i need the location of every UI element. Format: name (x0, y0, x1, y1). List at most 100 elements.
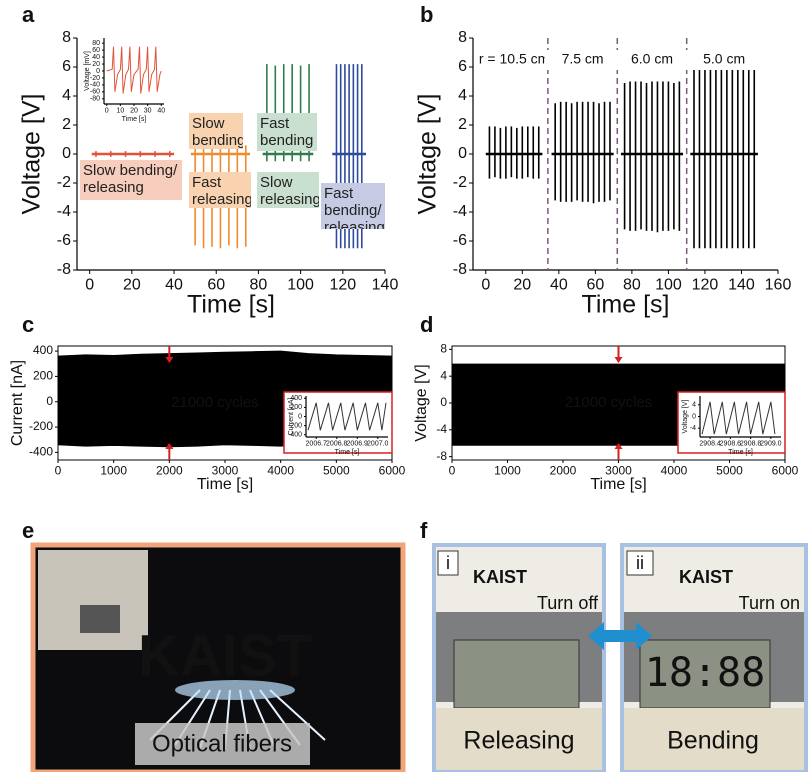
y-tick-label: -2 (57, 174, 71, 191)
switch-arrow (588, 622, 652, 650)
y-tick-label: -200 (288, 422, 302, 429)
y-axis-label: Voltage [V] (18, 94, 46, 215)
annotation: Fast bending (257, 113, 317, 151)
y-tick-label: -4 (453, 203, 467, 220)
annotation: Slow bending (189, 113, 243, 149)
index: ii (636, 553, 644, 573)
annotation: Slow releasing (257, 172, 319, 208)
annotation: Fast bending/ releasing (321, 183, 385, 229)
x-axis-label: Time [s] (122, 116, 147, 123)
y-tick-label: -2 (453, 174, 467, 191)
x-tick-label: 2006.7 (306, 441, 328, 448)
y-tick-label: -6 (57, 232, 71, 249)
y-axis-label: Voltage [mV] (84, 51, 91, 91)
state: Turn off (537, 593, 599, 613)
x-tick-label: 4000 (267, 464, 294, 478)
x-tick-label: 40 (550, 276, 568, 293)
panel-label: e (22, 518, 34, 543)
annotation-bg (476, 50, 553, 70)
y-tick-label: 60 (92, 47, 100, 54)
x-tick-label: 160 (765, 276, 792, 293)
annotation-bg (686, 50, 763, 70)
annotation: 21000 cycles (171, 394, 259, 411)
annotation: 6.0 cm (631, 51, 673, 67)
x-tick-label: 120 (329, 276, 356, 293)
x-tick-label: 2007.0 (367, 441, 389, 448)
y-tick-label: 400 (33, 343, 53, 357)
inset-panel (283, 391, 393, 454)
panel-label: c (22, 312, 34, 337)
x-tick-label: 140 (728, 276, 755, 293)
index-box (437, 550, 459, 576)
y-tick-label: 2 (458, 116, 467, 133)
x-tick-label: 30 (144, 108, 152, 115)
panel-label: b (420, 2, 433, 27)
x-tick-label: 0 (105, 108, 109, 115)
x-tick-label: 100 (655, 276, 682, 293)
y-tick-label: 8 (62, 29, 71, 46)
logo: KAIST (473, 567, 527, 587)
y-tick-label: -4 (690, 425, 696, 432)
y-tick-label: -80 (90, 96, 100, 103)
annotation-text: Fast bending/ releasing (321, 183, 385, 229)
y-tick-label: 6 (62, 58, 71, 75)
annotation-text: Fast bending (257, 113, 317, 151)
y-axis-label: Current [nA] (288, 398, 295, 436)
annotation: 5.0 cm (703, 51, 745, 67)
inset-line (701, 401, 776, 435)
action: Releasing (463, 727, 574, 755)
y-axis-label: Current [nA] (9, 360, 26, 446)
y-tick-label: -8 (57, 261, 71, 278)
state: Turn on (739, 593, 800, 613)
x-tick-label: 2909.0 (760, 441, 782, 448)
bench (624, 708, 804, 770)
y-tick-label: -60 (90, 89, 100, 96)
x-tick-label: 1000 (100, 464, 127, 478)
y-tick-label: 0 (96, 68, 100, 75)
y-axis-label: Voltage [V] (413, 364, 430, 441)
y-tick-label: -40 (90, 82, 100, 89)
x-axis-label: Time [s] (197, 476, 253, 493)
x-tick-label: 2006.8 (326, 441, 348, 448)
x-tick-label: 20 (123, 276, 141, 293)
annotation-text: Slow bending (189, 113, 243, 149)
annotation: Slow bending/ releasing (80, 160, 182, 200)
glow (175, 680, 295, 700)
x-tick-label: 40 (165, 276, 183, 293)
annotation: 21000 cycles (565, 394, 653, 411)
annotation-text: Fast releasing (189, 172, 251, 208)
x-tick-label: 2908.6 (720, 441, 742, 448)
x-tick-label: 2908.8 (740, 441, 762, 448)
y-tick-label: -4 (57, 203, 71, 220)
lcd-display: 18:88 (645, 650, 765, 696)
y-tick-label: 400 (290, 395, 302, 402)
marker-arrow-head (165, 443, 174, 449)
marker-arrow-head (614, 443, 623, 449)
y-tick-label: 6 (458, 58, 467, 75)
x-axis-label: Time [s] (582, 291, 670, 319)
x-tick-label: 6000 (772, 464, 799, 478)
x-axis-label: Time [s] (187, 291, 275, 319)
y-tick-label: 4 (440, 368, 447, 382)
lcd (453, 639, 580, 709)
bench (436, 708, 602, 770)
caption: Optical fibers (152, 730, 292, 757)
y-tick-label: 4 (692, 402, 696, 409)
x-tick-label: 120 (692, 276, 719, 293)
x-tick-label: 100 (287, 276, 314, 293)
y-tick-label: 200 (290, 404, 302, 411)
x-tick-label: 4000 (661, 464, 688, 478)
y-tick-label: -400 (29, 445, 53, 459)
x-tick-label: 140 (372, 276, 399, 293)
logo: KAIST (679, 567, 733, 587)
inset-line (307, 402, 387, 431)
annotation: r = 10.5 cm (479, 51, 549, 67)
x-tick-label: 20 (513, 276, 531, 293)
annotation-text: Slow releasing (257, 172, 319, 208)
x-tick-label: 20 (130, 108, 138, 115)
annotation: Fast releasing (189, 172, 251, 208)
index-box (626, 550, 654, 576)
x-axis-label: Time [s] (335, 449, 360, 456)
x-tick-label: 5000 (323, 464, 350, 478)
x-axis-label: Time [s] (728, 449, 753, 456)
